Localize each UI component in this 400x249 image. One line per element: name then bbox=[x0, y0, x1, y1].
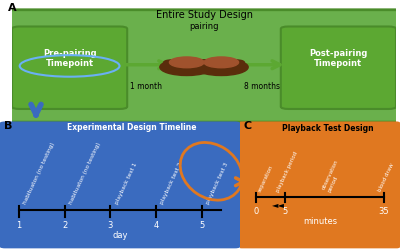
Circle shape bbox=[198, 60, 214, 65]
Text: 5: 5 bbox=[199, 221, 204, 230]
Circle shape bbox=[204, 57, 238, 68]
Circle shape bbox=[170, 57, 204, 68]
Text: B: B bbox=[4, 121, 12, 131]
FancyBboxPatch shape bbox=[0, 122, 241, 248]
Text: separation: separation bbox=[258, 164, 274, 193]
Text: habituaton (no testing): habituaton (no testing) bbox=[23, 141, 56, 205]
Text: observation
period: observation period bbox=[322, 159, 345, 193]
Text: 0: 0 bbox=[253, 207, 259, 216]
Text: pairing: pairing bbox=[189, 22, 219, 31]
Text: blood draw: blood draw bbox=[378, 163, 395, 193]
Text: playback test 3: playback test 3 bbox=[205, 162, 229, 205]
Text: A: A bbox=[8, 2, 17, 13]
Text: 8 months: 8 months bbox=[244, 82, 280, 91]
Circle shape bbox=[160, 59, 214, 75]
Text: ◄◄: ◄◄ bbox=[272, 200, 285, 209]
Text: day: day bbox=[112, 231, 128, 240]
Text: 2: 2 bbox=[62, 221, 68, 230]
Text: minutes: minutes bbox=[303, 217, 337, 226]
Text: 5: 5 bbox=[282, 207, 288, 216]
Circle shape bbox=[229, 60, 244, 65]
Text: Post-pairing
Timepoint: Post-pairing Timepoint bbox=[309, 49, 368, 68]
FancyBboxPatch shape bbox=[238, 122, 400, 248]
Text: Pre-pairing
Timepoint: Pre-pairing Timepoint bbox=[43, 49, 96, 68]
Text: 3: 3 bbox=[108, 221, 113, 230]
FancyBboxPatch shape bbox=[281, 26, 396, 109]
FancyBboxPatch shape bbox=[2, 10, 400, 122]
Text: playback period: playback period bbox=[275, 150, 298, 193]
Text: 35: 35 bbox=[379, 207, 389, 216]
Text: C: C bbox=[243, 121, 251, 131]
Text: Experimental Design Timeline: Experimental Design Timeline bbox=[67, 123, 197, 132]
Text: habituaton (no testing): habituaton (no testing) bbox=[68, 141, 102, 205]
Text: playback test 1: playback test 1 bbox=[114, 162, 138, 205]
FancyBboxPatch shape bbox=[12, 26, 127, 109]
Text: Playback Test Design: Playback Test Design bbox=[282, 124, 374, 133]
Text: playback test 2: playback test 2 bbox=[160, 162, 183, 205]
Text: 1 month: 1 month bbox=[130, 82, 162, 91]
Text: 1: 1 bbox=[16, 221, 22, 230]
Circle shape bbox=[194, 59, 248, 75]
Circle shape bbox=[194, 60, 210, 65]
Circle shape bbox=[164, 60, 179, 65]
Text: 4: 4 bbox=[153, 221, 159, 230]
Text: Entire Study Design: Entire Study Design bbox=[156, 9, 252, 19]
